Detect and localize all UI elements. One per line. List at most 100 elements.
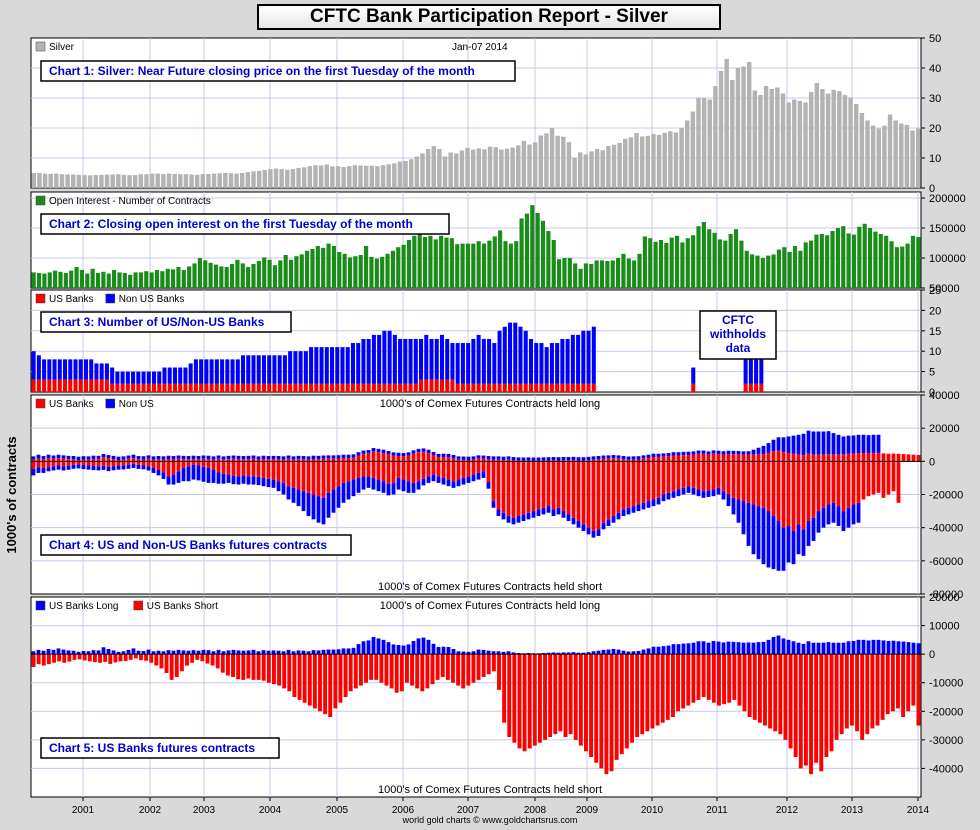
us-short-bar — [466, 461, 471, 477]
us-short-bar — [376, 461, 381, 480]
y-tick-label: 100000 — [929, 253, 966, 265]
open-interest-bar — [412, 235, 417, 288]
us-banks-bar — [523, 383, 528, 392]
open-interest-bar — [916, 237, 921, 288]
non-us-long-bar — [396, 452, 401, 457]
non-us-banks-bar — [36, 355, 41, 380]
us-long-bar — [851, 453, 856, 462]
open-interest-bar — [465, 243, 471, 288]
non-us-banks-bar — [356, 343, 361, 384]
us-banks-long-bar — [176, 649, 181, 655]
us-banks-long-bar — [166, 650, 171, 655]
silver-bar — [583, 154, 589, 188]
us-long-bar — [311, 459, 316, 462]
us-banks-long-bar — [101, 647, 106, 655]
us-banks-bar — [455, 383, 460, 392]
non-us-long-bar — [316, 455, 321, 460]
us-banks-short-bar — [497, 654, 501, 690]
us-long-bar — [661, 456, 666, 462]
us-long-bar — [431, 455, 436, 462]
silver-bar — [746, 62, 752, 188]
us-long-bar — [56, 458, 61, 462]
non-us-short-bar — [56, 465, 61, 470]
non-us-long-bar — [711, 450, 716, 454]
non-us-banks-bar — [204, 359, 209, 384]
silver-bar — [138, 174, 144, 188]
non-us-short-bar — [181, 467, 186, 482]
us-long-bar — [916, 455, 921, 462]
silver-bar — [335, 166, 341, 188]
legend-entry: US Banks — [49, 399, 93, 410]
silver-bar — [555, 135, 560, 188]
us-long-bar — [71, 459, 76, 462]
us-banks-short-bar — [599, 654, 604, 769]
non-us-long-bar — [216, 455, 221, 459]
us-short-bar — [766, 461, 771, 512]
silver-bar — [352, 165, 358, 188]
us-banks-short-bar — [185, 654, 189, 666]
non-us-long-bar — [806, 430, 811, 454]
non-us-long-bar — [831, 433, 836, 455]
y-tick-label: 10 — [929, 153, 941, 165]
open-interest-bar — [685, 238, 690, 288]
us-banks-bar — [178, 383, 183, 392]
us-banks-long-bar — [681, 643, 686, 655]
us-short-bar — [896, 461, 901, 503]
silver-bar — [442, 156, 448, 188]
open-interest-bar — [380, 256, 385, 288]
non-us-banks-bar — [549, 343, 554, 384]
us-banks-short-bar — [517, 654, 522, 749]
us-banks-short-bar — [527, 654, 532, 749]
open-interest-bar — [149, 272, 154, 288]
non-us-short-bar — [831, 502, 836, 523]
us-short-bar — [591, 461, 596, 531]
non-us-short-bar — [766, 511, 771, 568]
non-us-short-bar — [241, 475, 246, 484]
us-banks-long-bar — [481, 649, 486, 655]
us-long-bar — [341, 458, 346, 462]
non-us-long-bar — [66, 455, 71, 460]
non-us-long-bar — [841, 436, 846, 455]
us-banks-short-bar — [461, 654, 466, 689]
silver-bar — [870, 125, 876, 188]
non-us-short-bar — [596, 529, 601, 536]
open-interest-bar — [841, 226, 846, 288]
non-us-short-bar — [116, 465, 121, 470]
us-banks-short-bar — [149, 654, 154, 663]
non-us-short-bar — [401, 479, 406, 492]
us-banks-bar — [754, 383, 759, 392]
silver-bar — [279, 169, 284, 188]
us-banks-bar — [408, 383, 413, 392]
us-banks-short-bar — [174, 654, 179, 677]
us-short-bar — [686, 461, 691, 487]
us-banks-long-bar — [301, 650, 306, 655]
open-interest-bar — [240, 263, 245, 288]
silver-bar — [904, 125, 910, 188]
us-long-bar — [626, 459, 631, 462]
open-interest-bar — [47, 272, 52, 288]
silver-bar — [792, 99, 797, 188]
us-short-bar — [211, 461, 216, 470]
non-us-short-bar — [266, 478, 271, 488]
us-banks-bar — [167, 383, 172, 392]
y-tick-label: 5 — [929, 367, 935, 379]
us-short-bar — [246, 461, 251, 477]
us-short-bar — [801, 461, 806, 530]
non-us-short-bar — [206, 467, 211, 483]
non-us-banks-bar — [288, 351, 293, 384]
us-long-bar — [761, 454, 766, 462]
us-long-bar — [856, 453, 861, 462]
us-banks-bar — [560, 383, 565, 392]
non-us-short-bar — [31, 468, 36, 476]
us-banks-long-bar — [236, 650, 241, 655]
us-banks-short-bar — [113, 654, 118, 663]
silver-bar — [301, 167, 307, 188]
us-banks-bar — [513, 383, 518, 392]
non-us-long-bar — [336, 455, 341, 459]
us-banks-long-bar — [716, 641, 721, 655]
open-interest-bar — [176, 267, 181, 288]
non-us-short-bar — [46, 467, 51, 472]
us-banks-long-bar — [206, 650, 211, 655]
us-banks-short-bar — [139, 654, 143, 661]
us-short-bar — [121, 461, 126, 466]
